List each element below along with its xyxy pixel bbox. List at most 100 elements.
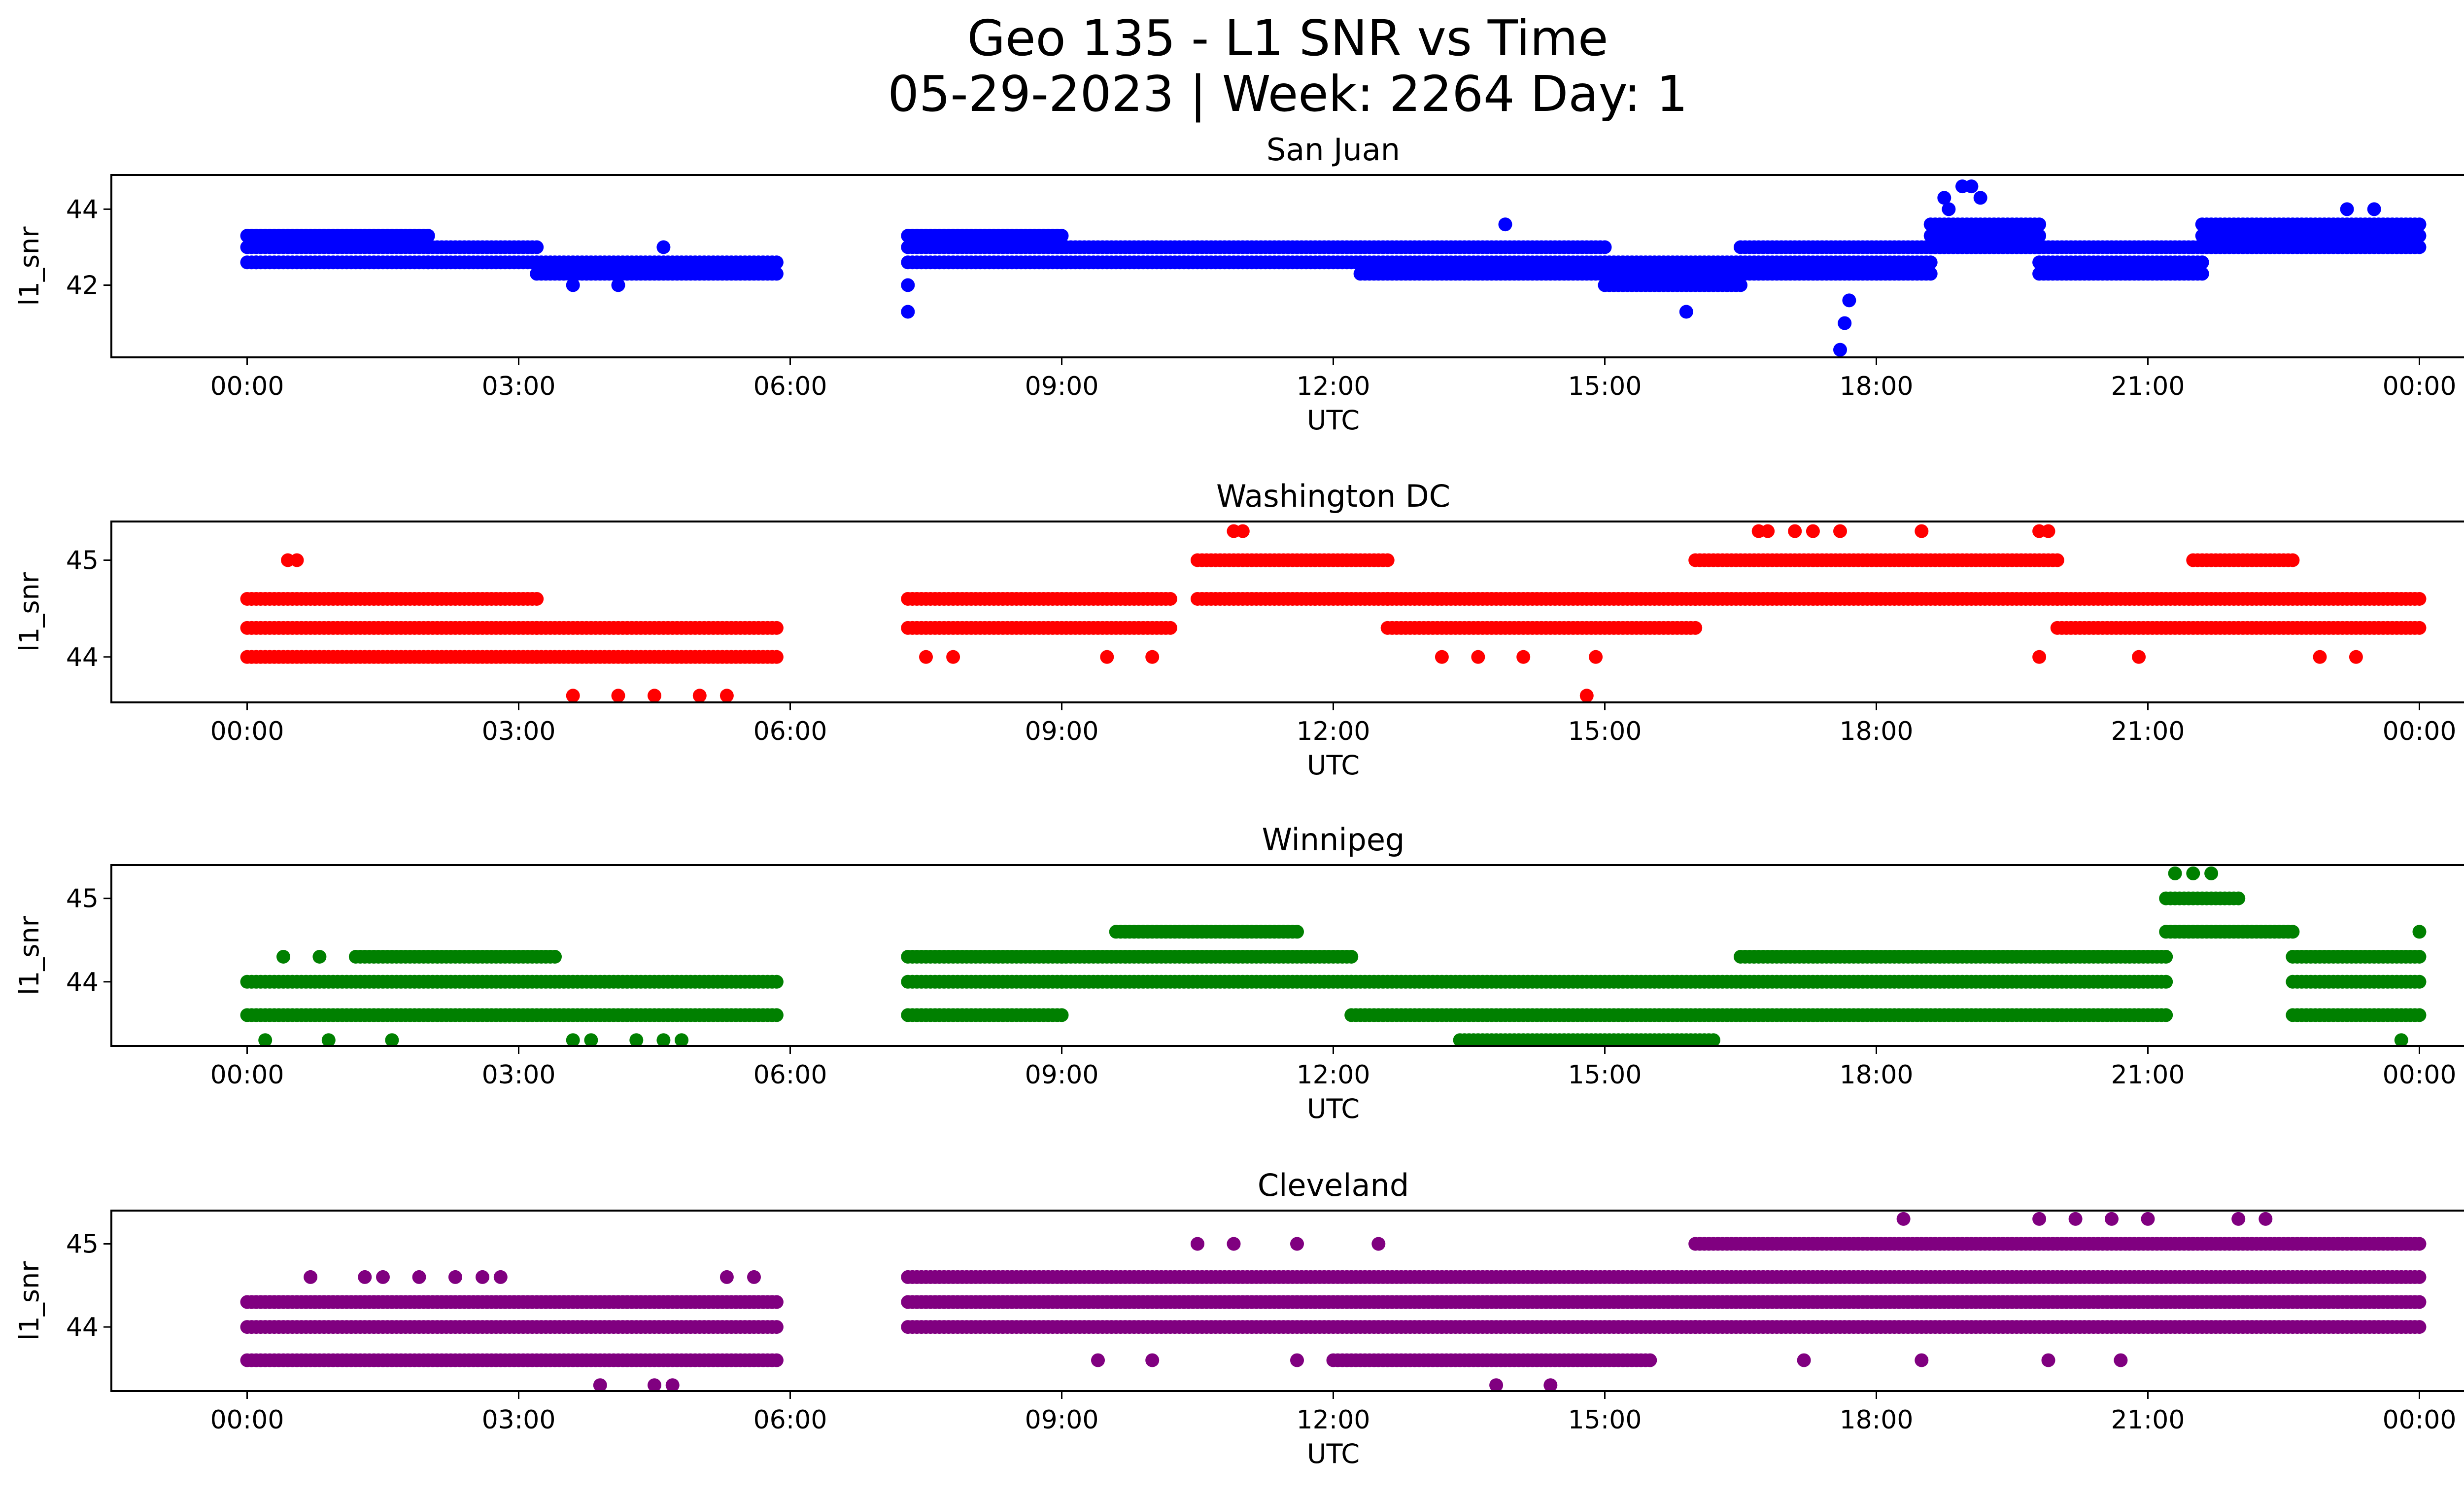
- data-point-outlier: [1964, 179, 1979, 194]
- data-point-outlier: [2041, 524, 2055, 538]
- data-point: [530, 240, 544, 254]
- panel-cleveland: 00:00 03:00 06:00 09:00 12:00 15:00 18:00 21:00…: [14, 1167, 2464, 1469]
- data-point: [548, 950, 562, 964]
- data-point-outlier: [1579, 689, 1594, 702]
- data-point: [1055, 229, 1069, 243]
- data-point: [1923, 267, 1938, 281]
- x-tick-label: 00:00: [2383, 717, 2457, 746]
- data-point-outlier: [919, 650, 933, 664]
- data-point: [2412, 592, 2427, 606]
- panel-washington-dc: 00:00 03:00 06:00 09:00 12:00 15:00 18:00 21:00…: [14, 478, 2464, 781]
- data-point-outlier: [1838, 316, 1852, 330]
- data-point: [2412, 229, 2427, 243]
- data-point-outlier: [1915, 524, 1929, 538]
- data-point: [2286, 925, 2300, 939]
- data-point-outlier: [946, 650, 960, 664]
- data-point-outlier: [1937, 191, 1951, 205]
- data-point: [1923, 255, 1938, 270]
- data-point-outlier: [901, 305, 915, 319]
- data-point-outlier: [656, 1033, 671, 1046]
- data-point-outlier: [1498, 217, 1512, 232]
- x-tick-label: 15:00: [1568, 717, 1642, 746]
- data-point-outlier: [249, 255, 263, 270]
- figure-title-line2: 05-29-2023 | Week: 2264 Day: 1: [888, 65, 1687, 123]
- panel-winnipeg: 00:00 03:00 06:00 09:00 12:00 15:00 18:00 21:00…: [14, 822, 2464, 1124]
- scatter-points-washington-dc: [240, 524, 2427, 702]
- data-point-outlier: [1516, 650, 1531, 664]
- x-axis-label: UTC: [1307, 1093, 1360, 1124]
- x-tick-label: 09:00: [1025, 372, 1099, 401]
- data-point-outlier: [1833, 343, 1847, 357]
- x-tick-label: 00:00: [210, 1060, 284, 1090]
- panel-title: San Juan: [1266, 132, 1400, 168]
- data-point-outlier: [675, 1033, 689, 1046]
- data-point-outlier: [1679, 305, 1693, 319]
- data-point-outlier: [1100, 650, 1114, 664]
- data-point: [2412, 217, 2427, 232]
- x-tick-label: 03:00: [482, 372, 556, 401]
- data-point: [1163, 621, 1177, 635]
- data-point: [1643, 1353, 1657, 1367]
- data-point-outlier: [2367, 202, 2381, 216]
- data-point: [1380, 553, 1395, 567]
- y-axis-label: l1_snr: [14, 226, 45, 306]
- data-point-outlier: [1833, 524, 1847, 538]
- data-point: [769, 621, 784, 635]
- panel-san-juan: 00:00 03:00 06:00 09:00 12:00 15:00 18:00 21:00…: [14, 132, 2464, 436]
- data-point-outlier: [692, 689, 707, 702]
- data-point-outlier: [566, 689, 580, 702]
- data-point: [769, 255, 784, 270]
- data-point-outlier: [1589, 650, 1603, 664]
- y-tick-label: 44: [66, 643, 99, 672]
- x-tick-label: 00:00: [210, 372, 284, 401]
- x-axis-label: UTC: [1307, 750, 1360, 781]
- data-point: [1598, 240, 1612, 254]
- x-tick-label: 03:00: [482, 1060, 556, 1090]
- x-tick-label: 09:00: [1025, 717, 1099, 746]
- y-axis-label: l1_snr: [14, 572, 45, 652]
- x-tick-label: 12:00: [1297, 372, 1370, 401]
- data-point: [2032, 217, 2047, 232]
- data-point-outlier: [566, 278, 580, 292]
- data-point: [2412, 1008, 2427, 1022]
- data-point: [769, 267, 784, 281]
- data-point: [1344, 950, 1359, 964]
- data-point-outlier: [321, 1033, 336, 1046]
- data-point: [2412, 1237, 2427, 1251]
- data-point-outlier: [2394, 1033, 2408, 1046]
- data-point: [769, 1320, 784, 1334]
- data-point-outlier: [719, 689, 734, 702]
- x-tick-label: 21:00: [2111, 717, 2185, 746]
- data-point: [1163, 592, 1177, 606]
- figure-title-line1: Geo 135 - L1 SNR vs Time: [967, 9, 1608, 67]
- data-point-outlier: [1145, 650, 1160, 664]
- data-point: [2195, 255, 2209, 270]
- data-point-outlier: [276, 950, 290, 964]
- data-point-outlier: [2412, 925, 2427, 939]
- y-axis-label: l1_snr: [14, 915, 45, 995]
- data-point-outlier: [611, 689, 625, 702]
- data-point-outlier: [1761, 524, 1775, 538]
- x-tick-label: 21:00: [2111, 1060, 2185, 1090]
- data-point-outlier: [2168, 866, 2182, 880]
- data-point: [2412, 950, 2427, 964]
- data-point-outlier: [648, 689, 661, 702]
- data-point: [769, 974, 784, 989]
- x-tick-label: 18:00: [1840, 717, 1914, 746]
- data-point-outlier: [1235, 524, 1250, 538]
- data-point-outlier: [629, 1033, 644, 1046]
- data-point: [2195, 267, 2209, 281]
- data-point-outlier: [290, 553, 304, 567]
- data-point-outlier: [611, 278, 625, 292]
- data-point-outlier: [1973, 191, 1987, 205]
- x-tick-label: 21:00: [2111, 372, 2185, 401]
- x-tick-label: 09:00: [1025, 1060, 1099, 1090]
- data-point: [2412, 1270, 2427, 1284]
- x-tick-label: 15:00: [1568, 1060, 1642, 1090]
- data-point-outlier: [901, 278, 915, 292]
- y-tick-label: 44: [66, 195, 99, 224]
- data-point-outlier: [385, 1033, 399, 1046]
- data-point: [769, 1295, 784, 1309]
- data-point-outlier: [566, 1033, 580, 1046]
